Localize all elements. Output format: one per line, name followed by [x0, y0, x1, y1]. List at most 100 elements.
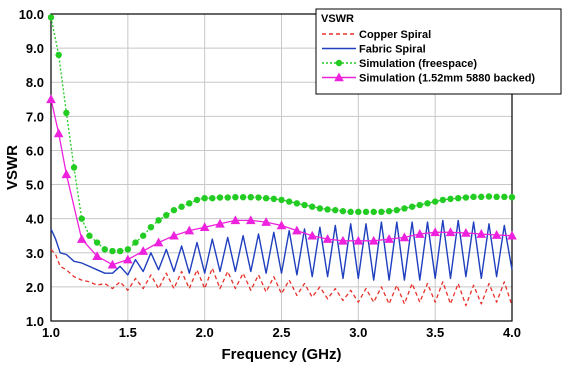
data-point — [508, 193, 516, 201]
data-point — [309, 203, 316, 210]
data-point — [462, 194, 470, 201]
data-point — [307, 230, 318, 240]
x-tick-label: 4.0 — [503, 325, 521, 340]
legend: VSWR Copper Spiral Fabric Spiral Simulatio… — [315, 8, 562, 95]
tick-labels: 1.0 1.5 2.0 2.5 3.0 3.5 4.0 1.0 2.0 3.0 4.0 5.0 6.0 7… — [19, 7, 521, 340]
legend-box — [315, 8, 562, 95]
series-layer — [46, 14, 517, 307]
data-point — [86, 232, 93, 239]
y-tick-label: 2.0 — [26, 280, 44, 295]
data-point — [416, 201, 423, 209]
data-point — [230, 215, 241, 225]
data-point — [247, 193, 254, 201]
data-point — [216, 194, 224, 201]
data-point — [201, 195, 208, 202]
data-point — [332, 206, 339, 214]
y-tick-label: 4.0 — [26, 212, 44, 227]
data-point — [378, 208, 385, 216]
data-point — [53, 128, 64, 138]
data-point — [163, 212, 170, 219]
y-tick-label: 7.0 — [26, 109, 44, 124]
data-point — [138, 246, 148, 255]
data-point — [92, 251, 102, 260]
legend-item: Fabric Spiral — [322, 44, 426, 56]
data-point — [155, 217, 162, 224]
legend-marker — [334, 72, 344, 82]
data-point — [186, 200, 193, 207]
data-point — [147, 223, 155, 231]
data-point — [401, 205, 408, 212]
data-point — [132, 239, 139, 246]
x-tick-label: 3.0 — [349, 325, 367, 340]
series-0 — [50, 248, 513, 307]
data-point — [101, 246, 108, 253]
legend-items: Copper Spiral Fabric Spiral Simulation (fr… — [322, 29, 535, 85]
y-axis-title: VSWR — [4, 145, 21, 190]
data-point — [209, 195, 216, 202]
x-tick-label: 1.5 — [119, 325, 137, 340]
data-point — [384, 234, 394, 243]
data-point — [47, 14, 55, 21]
data-point — [455, 195, 462, 202]
series-line — [50, 219, 513, 281]
data-point — [46, 94, 56, 104]
data-point — [170, 206, 178, 214]
data-point — [76, 234, 87, 243]
legend-label: Simulation (1.52mm 5880 backed) — [359, 73, 535, 85]
x-tick-label: 2.0 — [196, 325, 214, 340]
data-point — [193, 196, 201, 204]
data-point — [501, 193, 508, 201]
legend-title: VSWR — [321, 13, 354, 25]
data-point — [393, 206, 400, 214]
series-2 — [47, 14, 516, 255]
data-point — [78, 215, 85, 222]
data-point — [215, 218, 225, 228]
series-line — [50, 248, 513, 307]
legend-label: Copper Spiral — [359, 29, 431, 41]
series-3 — [46, 94, 517, 269]
y-tick-label: 1.0 — [26, 314, 44, 329]
data-point — [491, 230, 502, 239]
data-point — [61, 169, 72, 179]
data-point — [445, 227, 456, 237]
legend-label: Fabric Spiral — [359, 44, 426, 56]
legend-item: Simulation (1.52mm 5880 backed) — [322, 72, 535, 85]
data-point — [278, 196, 285, 204]
data-point — [408, 203, 416, 210]
data-point — [293, 200, 301, 207]
x-tick-label: 3.5 — [426, 325, 444, 340]
legend-label: Simulation (freespace) — [359, 58, 477, 70]
data-point — [478, 193, 485, 201]
data-point — [507, 230, 517, 240]
legend-item: Simulation (freespace) — [322, 58, 477, 70]
data-point — [362, 208, 370, 216]
data-point — [322, 234, 333, 243]
data-point — [338, 235, 348, 245]
data-point — [431, 198, 439, 205]
data-point — [301, 201, 308, 209]
data-point — [261, 217, 271, 226]
data-point — [116, 247, 124, 255]
data-point — [140, 232, 147, 239]
data-point — [239, 193, 247, 201]
data-point — [199, 222, 210, 231]
data-point — [276, 220, 287, 230]
data-point — [245, 215, 256, 225]
data-point — [93, 239, 101, 246]
data-point — [430, 227, 440, 237]
data-point — [169, 230, 179, 240]
data-point — [70, 164, 78, 171]
data-point — [355, 208, 362, 216]
data-point — [316, 205, 324, 212]
data-point — [476, 229, 487, 238]
data-point — [415, 229, 425, 238]
data-point — [439, 196, 447, 204]
data-point — [353, 235, 364, 245]
data-point — [270, 195, 278, 203]
y-tick-label: 6.0 — [26, 143, 44, 158]
data-point — [178, 203, 185, 210]
data-point — [232, 193, 239, 201]
y-tick-label: 3.0 — [26, 246, 44, 261]
data-point — [493, 193, 500, 201]
